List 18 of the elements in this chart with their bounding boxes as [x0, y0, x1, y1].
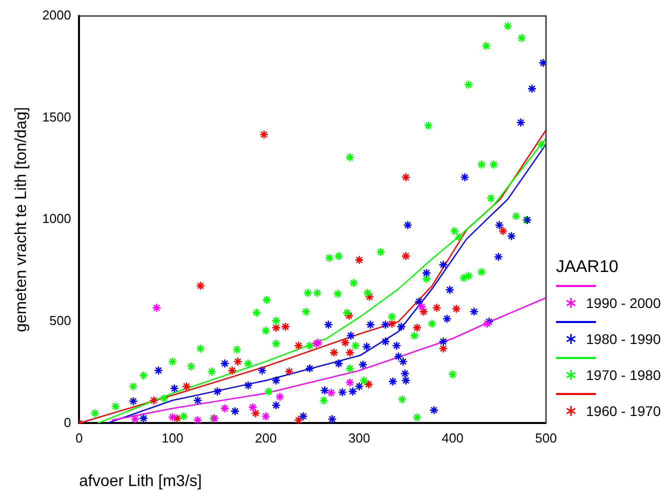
y-tick-label: 1000: [42, 211, 72, 226]
x-tick-label: 400: [442, 430, 464, 446]
y-axis-title: gemeten vracht te Lith [ton/dag]: [13, 107, 30, 332]
legend-label: 1980 - 1990: [586, 331, 661, 347]
x-tick-label: 500: [535, 430, 557, 446]
legend-label: 1960 - 1970: [586, 403, 661, 419]
x-tick-label: 300: [348, 430, 370, 446]
legend-title: JAAR10: [556, 257, 618, 277]
legend-label: 1990 - 2000: [586, 295, 661, 311]
y-tick-label: 2000: [42, 8, 72, 23]
y-tick-label: 500: [49, 312, 72, 328]
x-tick-label: 0: [76, 430, 83, 446]
y-tick-label: 1500: [42, 109, 72, 124]
x-tick-label: 200: [255, 430, 277, 446]
legend-label: 1970 - 1980: [586, 367, 661, 383]
x-axis-title: afvoer Lith [m3/s]: [79, 472, 202, 490]
x-tick-label: 100: [162, 430, 184, 446]
y-tick-label: 0: [64, 414, 72, 430]
